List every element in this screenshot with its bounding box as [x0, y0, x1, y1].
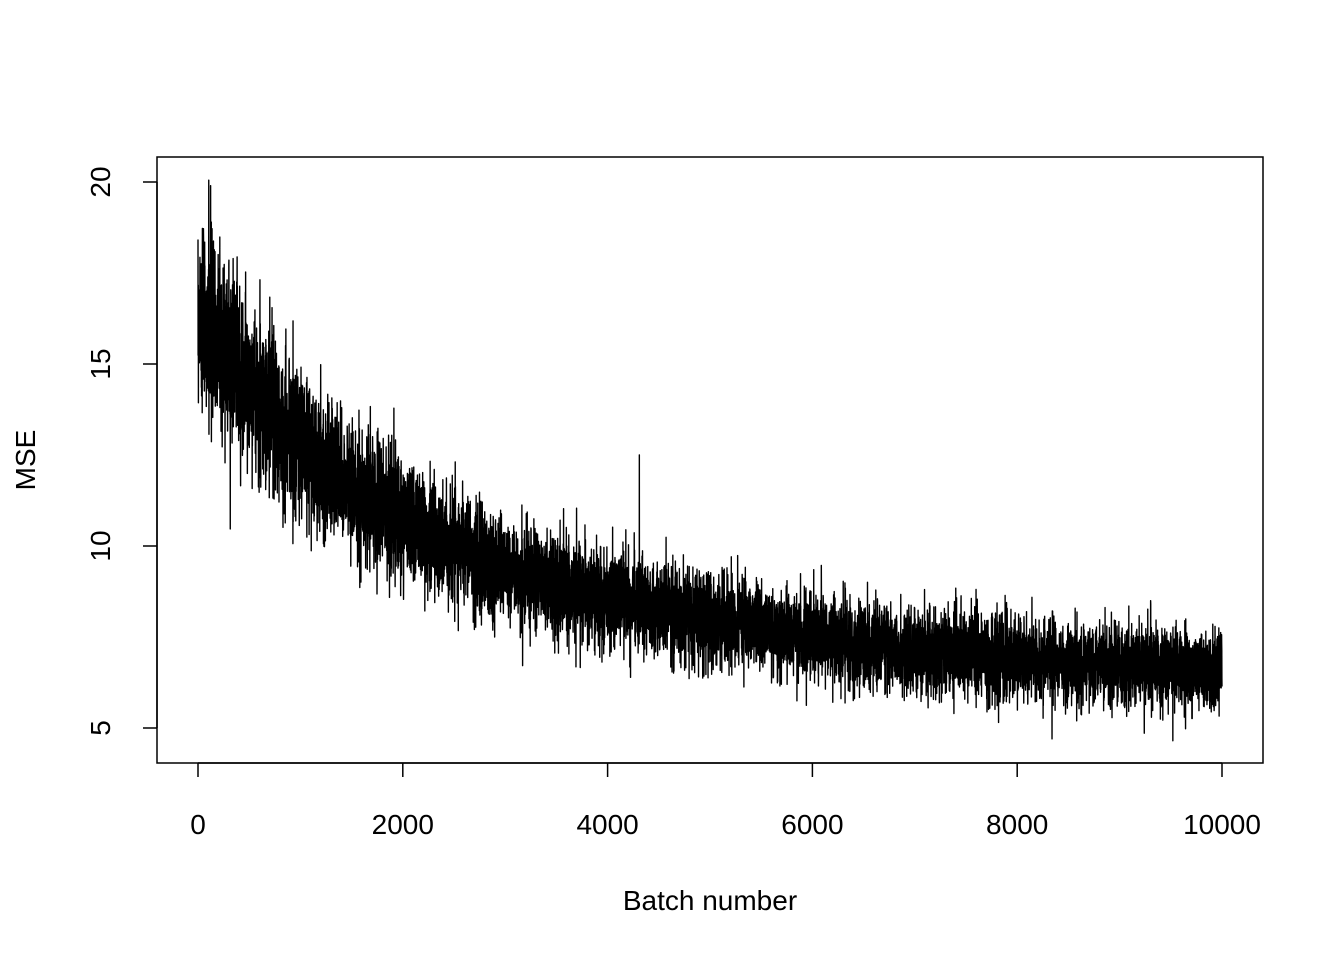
- series-line-mse: [197, 179, 1223, 742]
- y-axis-title: MSE: [10, 430, 41, 491]
- y-tick-label: 20: [85, 166, 116, 197]
- x-tick-label: 6000: [781, 809, 843, 840]
- y-tick-label: 10: [85, 530, 116, 561]
- x-tick-label: 2000: [372, 809, 434, 840]
- x-tick-label: 10000: [1183, 809, 1261, 840]
- x-tick-label: 0: [190, 809, 206, 840]
- x-axis-title: Batch number: [623, 885, 797, 916]
- x-tick-label: 8000: [986, 809, 1048, 840]
- y-tick-label: 15: [85, 348, 116, 379]
- x-tick-label: 4000: [576, 809, 638, 840]
- y-tick-label: 5: [85, 720, 116, 736]
- y-axis: 5 10 15 20: [85, 166, 158, 736]
- x-axis: 0 2000 4000 6000 8000 10000: [190, 762, 1261, 840]
- plot-area: [197, 179, 1223, 742]
